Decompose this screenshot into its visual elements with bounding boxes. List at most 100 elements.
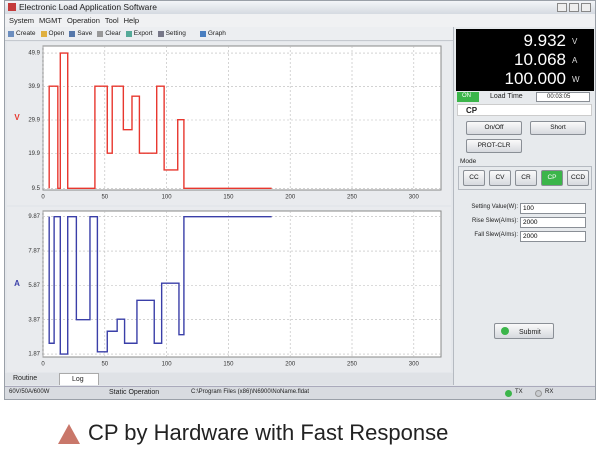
x-tick-label: 150 [223,362,234,368]
data-line [48,215,272,355]
x-tick-label: 100 [162,362,173,368]
menu-item[interactable]: Tool [104,16,119,25]
voltage-chart: 9.5 19.9 29.9 39.9 49.9 0 50 100 150 200 250 300 V [7,42,451,205]
y-tick-label: 1.87 [28,352,40,358]
mode-button[interactable]: CV [489,170,511,186]
tx-indicator [505,390,512,397]
x-tick-label: 250 [347,195,358,201]
readout-panel: 9.932 V 10.068 A 100.000 W [456,29,594,91]
rx-label: RX [545,389,554,395]
toolbar-icon [199,31,206,37]
mode-group: CC CV CR CP CCD [458,166,592,190]
tx-label: TX [515,389,523,395]
load-time-label: Load Time [490,93,523,100]
mode-button[interactable]: CR [515,170,537,186]
submit-icon [501,327,509,335]
y-tick-label: 9.87 [28,214,40,220]
data-line [48,52,272,190]
mode-button[interactable]: CP [541,170,563,186]
on-off-button[interactable]: On/Off [466,121,522,135]
close-button[interactable] [581,3,591,12]
y-tick-label: 29.9 [28,118,40,124]
window-title: Electronic Load Application Software [19,2,157,12]
current-chart: 1.87 3.87 5.87 7.87 9.87 0 50 100 150 200 250 300 A [7,207,451,372]
setting-label: Setting Value(W): [471,204,518,210]
menu-bar: System MGMT Operation Tool Help [5,14,595,27]
y-tick-label: 5.87 [28,283,40,289]
menu-item[interactable]: System [9,16,35,25]
toolbar-button[interactable]: Open [48,30,65,37]
x-tick-label: 0 [41,195,45,201]
tab-bar: Routine Log [5,373,453,385]
toolbar-button[interactable]: Graph [207,30,226,37]
current-unit: A [572,56,578,65]
menu-item[interactable]: Help [123,16,140,25]
toolbar-icon [40,31,47,37]
setting-label: Fall Slew(A/ms): [474,232,518,238]
x-tick-label: 50 [101,195,108,201]
x-tick-label: 100 [162,195,173,201]
toolbar-button[interactable]: Export [133,30,153,37]
toolbar-button[interactable]: Save [77,30,93,37]
setting-label: Rise Slew(A/ms): [471,218,518,224]
minimize-button[interactable] [557,3,567,12]
setting-input[interactable]: 2000 [520,217,586,228]
caption-icon [58,424,80,444]
mode-button[interactable]: CC [463,170,485,186]
setting-input[interactable]: 2000 [520,231,586,242]
current-value: 10.068 [514,50,566,69]
plot-area [42,45,442,191]
toolbar-button[interactable]: Create [16,30,36,37]
setting-input[interactable]: 100 [520,203,586,214]
menu-item[interactable]: MGMT [39,16,62,25]
y-tick-label: 9.5 [32,186,41,192]
x-tick-label: 200 [285,195,296,201]
load-time-field: 00:03:05 [536,92,590,102]
toolbar-button[interactable]: Setting [165,30,186,37]
y-axis-label: V [14,113,20,122]
x-tick-label: 250 [347,362,358,368]
toolbar: Create Open Save Clear Export Setting Graph [5,27,453,41]
x-tick-label: 300 [409,362,420,368]
mode-display: CP [457,104,592,116]
prot-clr-button[interactable]: PROT-CLR [466,139,522,153]
x-tick-label: 300 [409,195,420,201]
app-icon [8,3,16,11]
short-button[interactable]: Short [530,121,586,135]
toolbar-icon [125,31,132,37]
voltage-unit: V [572,37,578,46]
submit-button[interactable]: Submit [494,323,554,339]
toolbar-button[interactable]: Clear [105,30,121,37]
rx-indicator [535,390,542,397]
side-panel: 9.932 V 10.068 A 100.000 W ON Load Time … [453,27,595,385]
x-tick-label: 150 [223,195,234,201]
status-operation: Static Operation [109,389,160,396]
app-window: Electronic Load Application Software Sys… [4,0,596,400]
power-unit: W [572,75,580,84]
mode-button[interactable]: CCD [567,170,589,186]
toolbar-icon [97,31,104,37]
mode-label: Mode [460,158,477,165]
state-indicator: ON [457,92,479,102]
maximize-button[interactable] [569,3,579,12]
mode-display-label: CP [466,106,478,115]
power-value: 100.000 [504,69,566,88]
load-time-value: 00:03:05 [547,94,571,100]
toolbar-icon [8,31,14,37]
menu-item[interactable]: Operation [66,16,100,25]
tab-label: Log [72,376,84,383]
triangle [58,424,80,444]
y-tick-label: 7.87 [28,249,40,255]
toolbar-icon [157,31,164,37]
x-tick-label: 200 [285,362,296,368]
y-tick-label: 49.9 [28,51,40,57]
y-axis-label: A [14,279,20,288]
tab[interactable]: Routine [13,375,38,382]
submit-label: Submit [519,329,541,336]
tab-active[interactable]: Log [59,373,99,385]
toolbar-icon [69,31,76,37]
settings-group: Setting Value(W): 100 Rise Slew(A/ms): 2000… [458,203,592,247]
status-rating: 60V/50A/600W [9,389,50,395]
x-tick-label: 0 [41,362,45,368]
